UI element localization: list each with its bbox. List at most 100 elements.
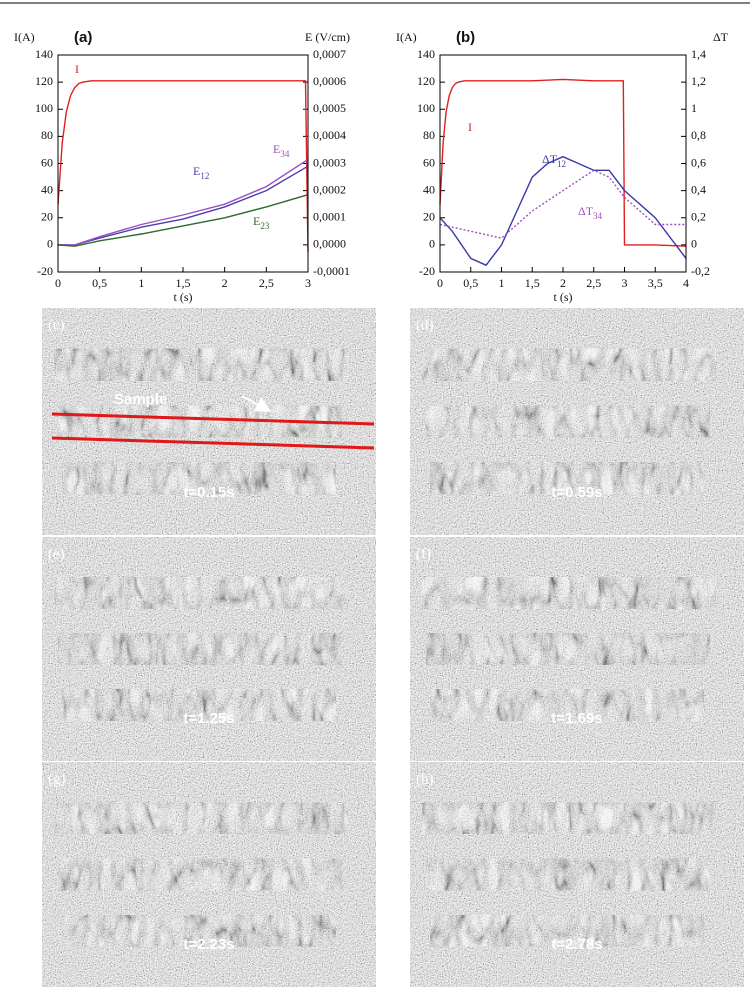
time-label: t=2.78s (551, 936, 602, 953)
sample-strip (426, 405, 710, 438)
series-label-sub: 12 (557, 159, 566, 169)
series-label-sub: 12 (200, 171, 209, 181)
panel-label: (h) (416, 771, 434, 787)
y2-tick-label: 0,2 (691, 210, 706, 224)
series-label: I (75, 62, 79, 76)
x-tick-label: 2,5 (586, 276, 601, 290)
series-label-sub: 34 (280, 149, 290, 159)
sample-strip (62, 462, 336, 495)
x-tick-label: 2 (222, 276, 228, 290)
x-tick-label: 1,5 (525, 276, 540, 290)
series-line (439, 78, 687, 247)
sample-strip (54, 577, 348, 609)
x-tick-label: 0 (437, 276, 443, 290)
sample-strip (422, 348, 716, 381)
time-label: t=1.69s (551, 710, 602, 727)
panel-label: (c) (48, 317, 65, 333)
x-tick-label: 3,5 (648, 276, 663, 290)
y-tick-label: 0 (47, 237, 53, 251)
y-tick-label: -20 (37, 264, 53, 278)
y2-tick-label: 1,4 (691, 47, 706, 61)
y2-tick-label: 0,0002 (313, 182, 346, 196)
y2-tick-label: 1 (691, 101, 697, 115)
y2-tick-label: 0,0007 (313, 47, 346, 61)
panel-label: (f) (416, 546, 431, 562)
y2-tick-label: 0,4 (691, 182, 706, 196)
annotation: Sample (114, 391, 167, 408)
plot-frame (57, 54, 309, 273)
series-line (439, 169, 686, 239)
sample-strip (54, 348, 348, 381)
y-tick-label: 120 (417, 74, 435, 88)
panel-label: (a) (74, 29, 92, 46)
y-tick-label: 40 (41, 182, 53, 196)
sample-strip (62, 915, 336, 947)
y-tick-label: 100 (417, 101, 435, 115)
series-label-sub: 34 (593, 211, 603, 221)
x-tick-label: 3 (305, 276, 311, 290)
sample-strip (58, 858, 342, 891)
y-tick-label: 0 (429, 237, 435, 251)
x-tick-label: 0,5 (463, 276, 478, 290)
sample-strip (422, 577, 716, 609)
y2-tick-label: 0,0006 (313, 74, 346, 88)
y2-tick-label: 0,0003 (313, 155, 346, 169)
sample-strip (422, 802, 716, 834)
y2-tick-label: 0,0001 (313, 210, 346, 224)
y2-tick-label: 0,0005 (313, 101, 346, 115)
series-label: E (253, 214, 260, 228)
sample-strip (426, 858, 710, 891)
panel-label: (b) (456, 29, 475, 46)
series-label: E (193, 164, 200, 178)
plot-frame (439, 54, 687, 273)
time-label: t=0.59s (551, 484, 602, 501)
y2-tick-label: 1,2 (691, 74, 706, 88)
panel-label: (d) (416, 317, 434, 333)
sample-strip (430, 915, 704, 947)
sample-strip (62, 689, 336, 721)
y2-tick-label: 0,0000 (313, 237, 346, 251)
y2-tick-label: 0 (691, 237, 697, 251)
y-tick-label: 60 (41, 155, 53, 169)
y-tick-label: 60 (423, 155, 435, 169)
panel-label: (g) (48, 771, 66, 787)
x-tick-label: 2,5 (259, 276, 274, 290)
image-panels: (c) t=0.15s Sample (d) t=0.59s (e) t=1.25s (f) t… (42, 308, 744, 987)
y-tick-label: 80 (423, 128, 435, 142)
y-tick-label: 20 (423, 210, 435, 224)
series-line (439, 155, 687, 267)
x-tick-label: 2 (560, 276, 566, 290)
sample-strip (58, 633, 342, 665)
series-line (57, 80, 309, 252)
x-tick-label: 4 (683, 276, 689, 290)
x-tick-label: 1,5 (176, 276, 191, 290)
series-line (57, 194, 309, 247)
x-tick-label: 1 (138, 276, 144, 290)
sample-strip (54, 802, 348, 834)
sample-line (51, 412, 375, 426)
y2-tick-label: 0,0004 (313, 128, 346, 142)
y2-tick-label: -0,2 (691, 264, 710, 278)
x-axis-label: t (s) (554, 290, 573, 304)
y2-axis-label: E (V/cm) (305, 30, 350, 44)
x-axis-label: t (s) (174, 290, 193, 304)
time-label: t=1.25s (183, 710, 234, 727)
time-label: t=0.15s (183, 484, 234, 501)
y2-tick-label: 0,6 (691, 155, 706, 169)
y-tick-label: 100 (35, 101, 53, 115)
series-label: E (273, 142, 280, 156)
series-label: ΔT (542, 152, 558, 166)
x-tick-label: 1 (499, 276, 505, 290)
y-tick-label: 20 (41, 210, 53, 224)
y2-tick-label: -0,0001 (313, 264, 350, 278)
sample-line (51, 436, 375, 450)
series-label: ΔT (578, 204, 594, 218)
y-tick-label: 40 (423, 182, 435, 196)
series-label: I (468, 120, 472, 134)
x-tick-label: 3 (622, 276, 628, 290)
y-tick-label: 80 (41, 128, 53, 142)
sample-strip (430, 689, 704, 721)
y-tick-label: 140 (417, 47, 435, 61)
y-tick-label: 120 (35, 74, 53, 88)
